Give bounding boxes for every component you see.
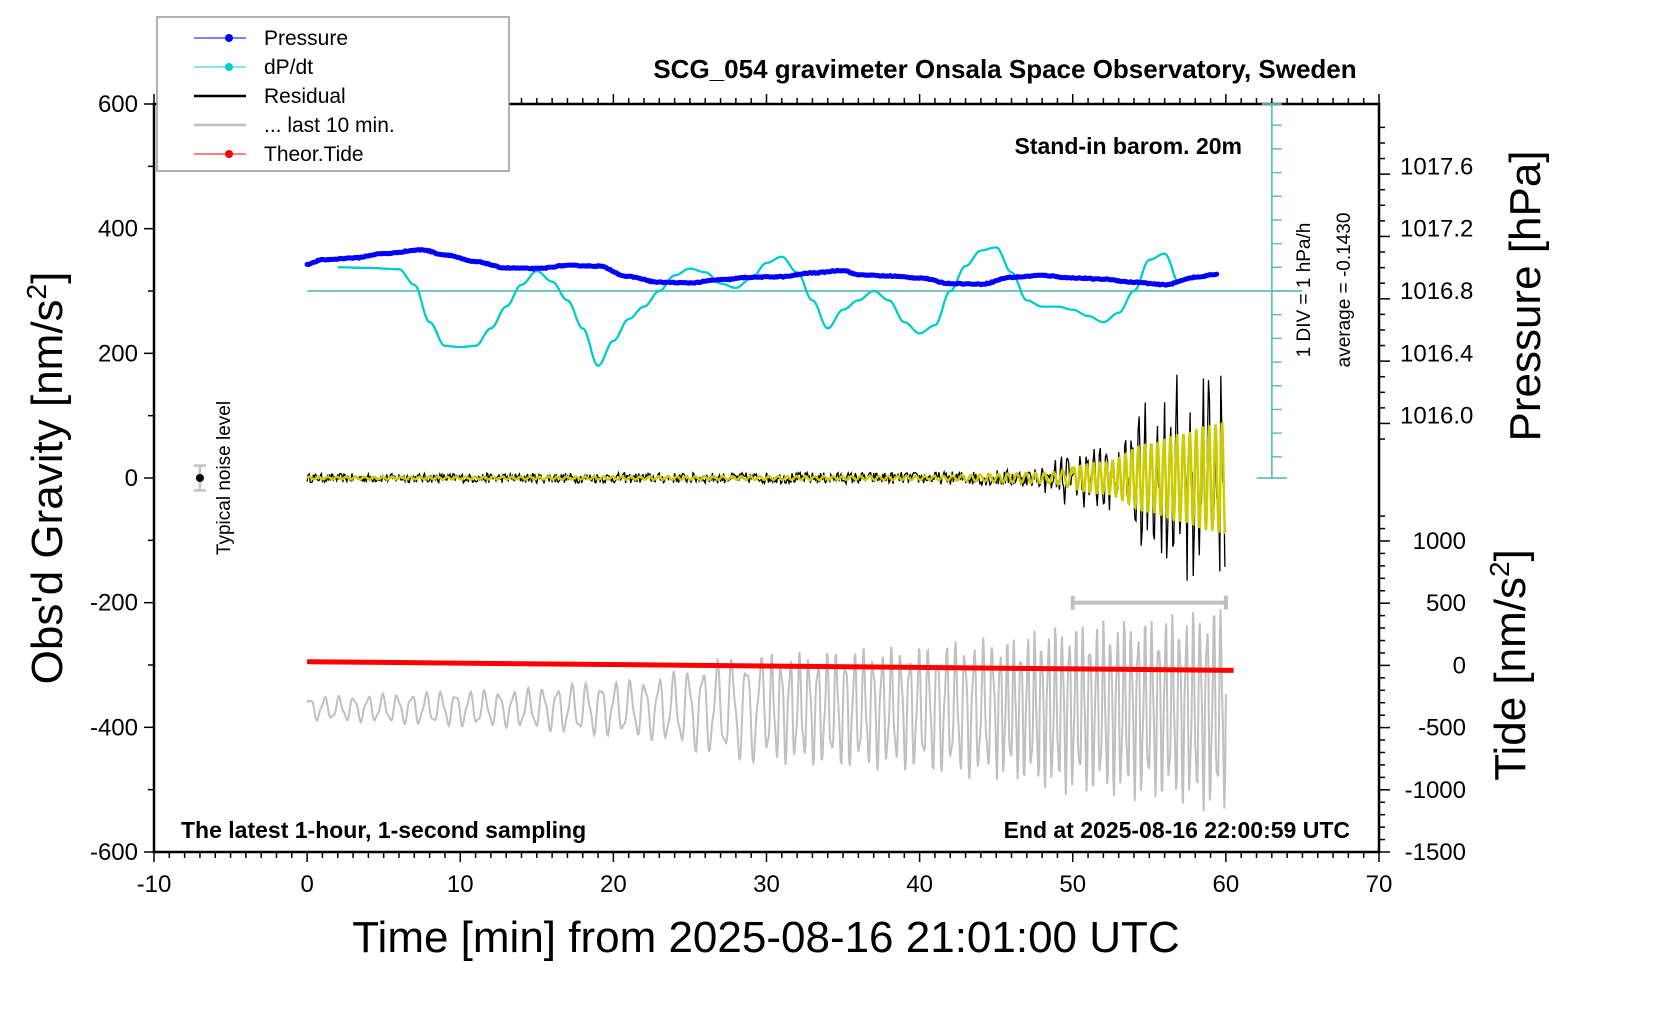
legend: Pressure dP/dt Residual ... last 10 min. The… xyxy=(156,16,510,172)
legend-label-0: Pressure xyxy=(264,27,348,50)
legend-label-4: Theor.Tide xyxy=(264,143,364,166)
bottom-left-note: The latest 1-hour, 1-second sampling xyxy=(181,817,586,843)
pressure-tick-label: 1016.4 xyxy=(1400,340,1473,367)
x-tick-label: 10 xyxy=(447,871,474,898)
tide-tick-label: -1500 xyxy=(1405,839,1466,866)
axis-ticks: -10 0 10 20 30 40 50 60 70 600 400 200 0 -200 -400 -600… xyxy=(90,91,1473,898)
tide-tick-label: -1000 xyxy=(1405,777,1466,804)
x-tick-label: 0 xyxy=(300,871,313,898)
y-tick-label: 400 xyxy=(98,216,138,243)
stand-in-note: Stand-in barom. 20m xyxy=(1015,133,1242,159)
x-tick-label: 70 xyxy=(1366,871,1393,898)
y-axis-title: Obs'd Gravity [nm/s2] xyxy=(21,272,72,685)
div-label: 1 DIV = 1 hPa/h xyxy=(1294,223,1315,358)
x-tick-label: 40 xyxy=(906,871,933,898)
legend-label-1: dP/dt xyxy=(264,56,313,79)
pressure-tick-label: 1017.2 xyxy=(1400,216,1473,243)
y-tick-label: -400 xyxy=(90,714,138,741)
annotation-layer xyxy=(193,103,1287,610)
legend-marker-0 xyxy=(225,34,233,42)
series-theor-tide xyxy=(307,659,1234,673)
average-label: average = -0.1430 xyxy=(1334,213,1355,368)
x-tick-label: 50 xyxy=(1059,871,1086,898)
bottom-right-note: End at 2025-08-16 22:00:59 UTC xyxy=(1004,817,1350,843)
y-tick-label: -600 xyxy=(90,839,138,866)
x-tick-label: 20 xyxy=(600,871,627,898)
pressure-axis-title: Pressure [hPa] xyxy=(1501,150,1550,441)
tide-tick-label: -500 xyxy=(1418,715,1466,742)
tide-tick-label: 1000 xyxy=(1413,528,1466,555)
noise-label: Typical noise level xyxy=(214,401,235,555)
legend-label-3: ... last 10 min. xyxy=(264,114,395,137)
legend-label-2: Residual xyxy=(264,85,346,108)
tide-tick-label: 500 xyxy=(1426,590,1466,617)
series-last-10-min xyxy=(306,609,1227,812)
legend-box xyxy=(156,16,510,172)
y-tick-label: 600 xyxy=(98,91,138,118)
pressure-tick-label: 1017.6 xyxy=(1400,153,1473,180)
x-tick-label: -10 xyxy=(137,871,172,898)
series-layer xyxy=(304,246,1303,812)
tide-tick-label: 0 xyxy=(1453,652,1466,679)
x-tick-label: 60 xyxy=(1213,871,1240,898)
y-tick-label: 200 xyxy=(98,340,138,367)
series-dpdt xyxy=(337,246,1180,368)
chart-title: SCG_054 gravimeter Onsala Space Observat… xyxy=(653,54,1356,84)
pressure-tick-label: 1016.8 xyxy=(1400,278,1473,305)
legend-marker-1 xyxy=(225,63,233,71)
y-tick-label: -200 xyxy=(90,590,138,617)
x-axis-title: Time [min] from 2025-08-16 21:01:00 UTC xyxy=(352,913,1179,962)
series-pressure xyxy=(304,246,1220,288)
legend-marker-4 xyxy=(225,150,233,158)
series-residual-filtered xyxy=(306,422,1227,534)
tide-axis-title: Tide [nm/s2] xyxy=(1484,549,1535,781)
x-tick-label: 30 xyxy=(753,871,780,898)
pressure-tick-label: 1016.0 xyxy=(1400,403,1473,430)
y-tick-label: 0 xyxy=(125,465,138,492)
noise-point xyxy=(195,474,204,482)
